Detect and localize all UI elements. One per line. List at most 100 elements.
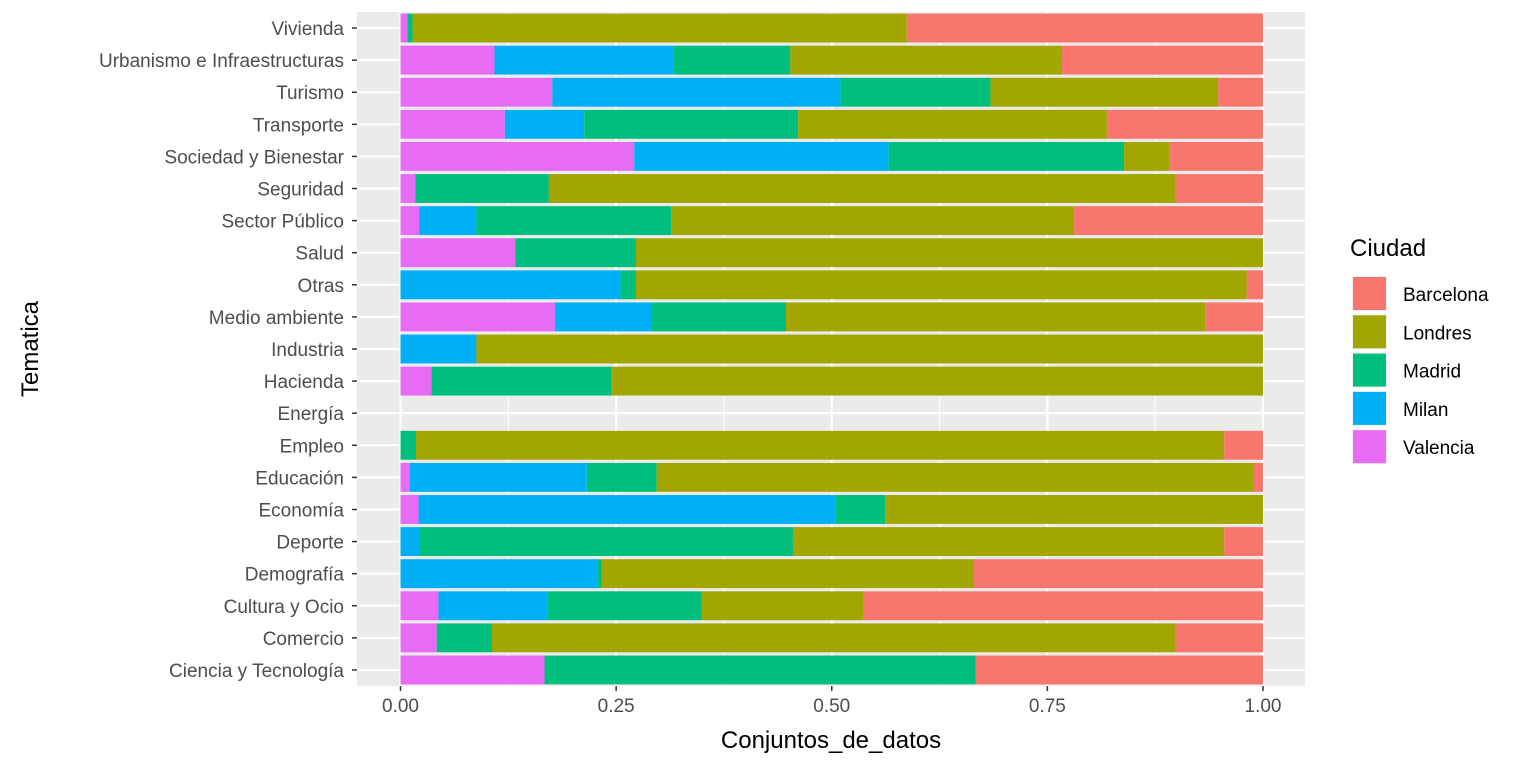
legend-swatch-valencia: [1353, 430, 1386, 464]
bar-segment-londres: [656, 462, 1254, 492]
bar-segment-milan: [419, 206, 477, 236]
bar-segment-barcelona: [1253, 462, 1263, 492]
y-tick-label: Hacienda: [264, 372, 345, 393]
bar-segment-madrid: [431, 366, 612, 396]
bar-segment-valencia: [400, 591, 439, 621]
legend-swatch-londres: [1353, 315, 1386, 349]
bar-segment-londres: [416, 430, 1225, 460]
legend-label: Madrid: [1403, 362, 1461, 383]
bar-segment-barcelona: [1218, 77, 1263, 107]
bar-segment-madrid: [620, 270, 636, 300]
y-tick-label: Turismo: [276, 83, 344, 104]
bar-segment-londres: [601, 559, 975, 589]
bar-segment-londres: [491, 623, 1176, 653]
x-tick-label: 0.50: [813, 696, 850, 717]
bar-segment-londres: [548, 174, 1176, 203]
bar-segment-madrid: [436, 623, 492, 653]
legend-title: Ciudad: [1350, 235, 1426, 262]
bar-segment-valencia: [400, 462, 410, 492]
legend-label: Valencia: [1403, 438, 1475, 459]
y-tick-label: Transporte: [253, 115, 344, 136]
x-tick-label: 1.00: [1245, 696, 1282, 717]
bar-segment-valencia: [400, 45, 495, 75]
bar-segment-londres: [412, 13, 907, 43]
bar-segment-valencia: [400, 655, 545, 685]
bar-segment-madrid: [544, 655, 976, 685]
bar-segment-barcelona: [1246, 270, 1263, 300]
y-tick-label: Demografía: [245, 565, 345, 586]
bar-segment-valencia: [400, 366, 432, 396]
bar-segment-barcelona: [1175, 174, 1263, 203]
y-axis-title: Tematica: [17, 300, 44, 397]
bar-segment-madrid: [584, 109, 799, 139]
bar-segment-londres: [786, 302, 1206, 332]
bar-segment-valencia: [400, 174, 416, 203]
bar-segment-milan: [400, 527, 420, 557]
bar-segment-milan: [438, 591, 548, 621]
y-tick-label: Salud: [295, 244, 344, 265]
bar-segment-madrid: [835, 495, 886, 524]
x-tick-label: 0.25: [598, 696, 635, 717]
x-axis-ticks: 0.00 0.25 0.50 0.75 1.00: [382, 686, 1281, 717]
x-tick-label: 0.00: [382, 696, 419, 717]
bar-segment-londres: [990, 77, 1219, 107]
y-tick-label: Sociedad y Bienestar: [164, 147, 344, 168]
bar-segment-londres: [792, 527, 1225, 557]
bar-segment-londres: [671, 206, 1075, 236]
bar-segment-valencia: [400, 302, 555, 332]
y-tick-label: Comercio: [263, 629, 344, 650]
bar-segment-londres: [476, 334, 1263, 364]
bar-segment-milan: [494, 45, 674, 75]
bar-segment-londres: [798, 109, 1107, 139]
bar-segment-milan: [409, 462, 587, 492]
bar-segment-londres: [1124, 141, 1170, 171]
y-tick-label: Cultura y Ocio: [224, 597, 344, 618]
y-tick-label: Sector Público: [221, 212, 344, 233]
bar-segment-valencia: [400, 206, 420, 236]
bar-segment-londres: [611, 366, 1263, 396]
y-axis-ticks: Vivienda Urbanismo e Infraestructuras Turi…: [99, 19, 357, 682]
bar-segment-barcelona: [1224, 430, 1263, 460]
y-tick-label: Deporte: [276, 533, 344, 554]
bar-segment-madrid: [400, 430, 417, 460]
bar-segment-madrid: [547, 591, 702, 621]
bar-segment-barcelona: [1175, 623, 1263, 653]
bar-segment-londres: [701, 591, 864, 621]
bar-segment-madrid: [586, 462, 657, 492]
legend-label: Londres: [1403, 323, 1472, 344]
y-tick-label: Industria: [271, 340, 344, 361]
y-tick-label: Economía: [258, 500, 344, 521]
bar-segment-barcelona: [1205, 302, 1263, 332]
bar-segment-milan: [400, 559, 599, 589]
y-tick-label: Medio ambiente: [209, 308, 344, 329]
bar-segment-valencia: [400, 77, 553, 107]
bar-segment-milan: [400, 270, 621, 300]
bar-segment-valencia: [400, 141, 635, 171]
bar-segment-barcelona: [974, 559, 1263, 589]
bars: [400, 13, 1263, 685]
bar-segment-valencia: [400, 13, 408, 43]
bar-segment-madrid: [419, 527, 793, 557]
legend: Ciudad Barcelona Londres Madrid Milan Valenc…: [1350, 235, 1489, 465]
bar-segment-valencia: [400, 238, 516, 268]
bar-segment-milan: [418, 495, 836, 524]
bar-segment-barcelona: [975, 655, 1263, 685]
bar-segment-milan: [504, 109, 585, 139]
bar-segment-madrid: [840, 77, 991, 107]
x-axis-title: Conjuntos_de_datos: [721, 727, 941, 754]
legend-swatch-madrid: [1353, 353, 1386, 387]
bar-segment-barcelona: [1169, 141, 1263, 171]
bar-segment-madrid: [888, 141, 1125, 171]
bar-segment-londres: [635, 270, 1247, 300]
bar-segment-barcelona: [1106, 109, 1263, 139]
bar-segment-barcelona: [1062, 45, 1263, 75]
y-tick-label: Otras: [298, 276, 344, 297]
bar-segment-barcelona: [906, 13, 1263, 43]
bar-segment-londres: [635, 238, 1263, 268]
x-tick-label: 0.75: [1029, 696, 1066, 717]
bar-segment-valencia: [400, 109, 505, 139]
bar-segment-madrid: [515, 238, 636, 268]
bar-segment-londres: [790, 45, 1063, 75]
bar-segment-madrid: [673, 45, 791, 75]
